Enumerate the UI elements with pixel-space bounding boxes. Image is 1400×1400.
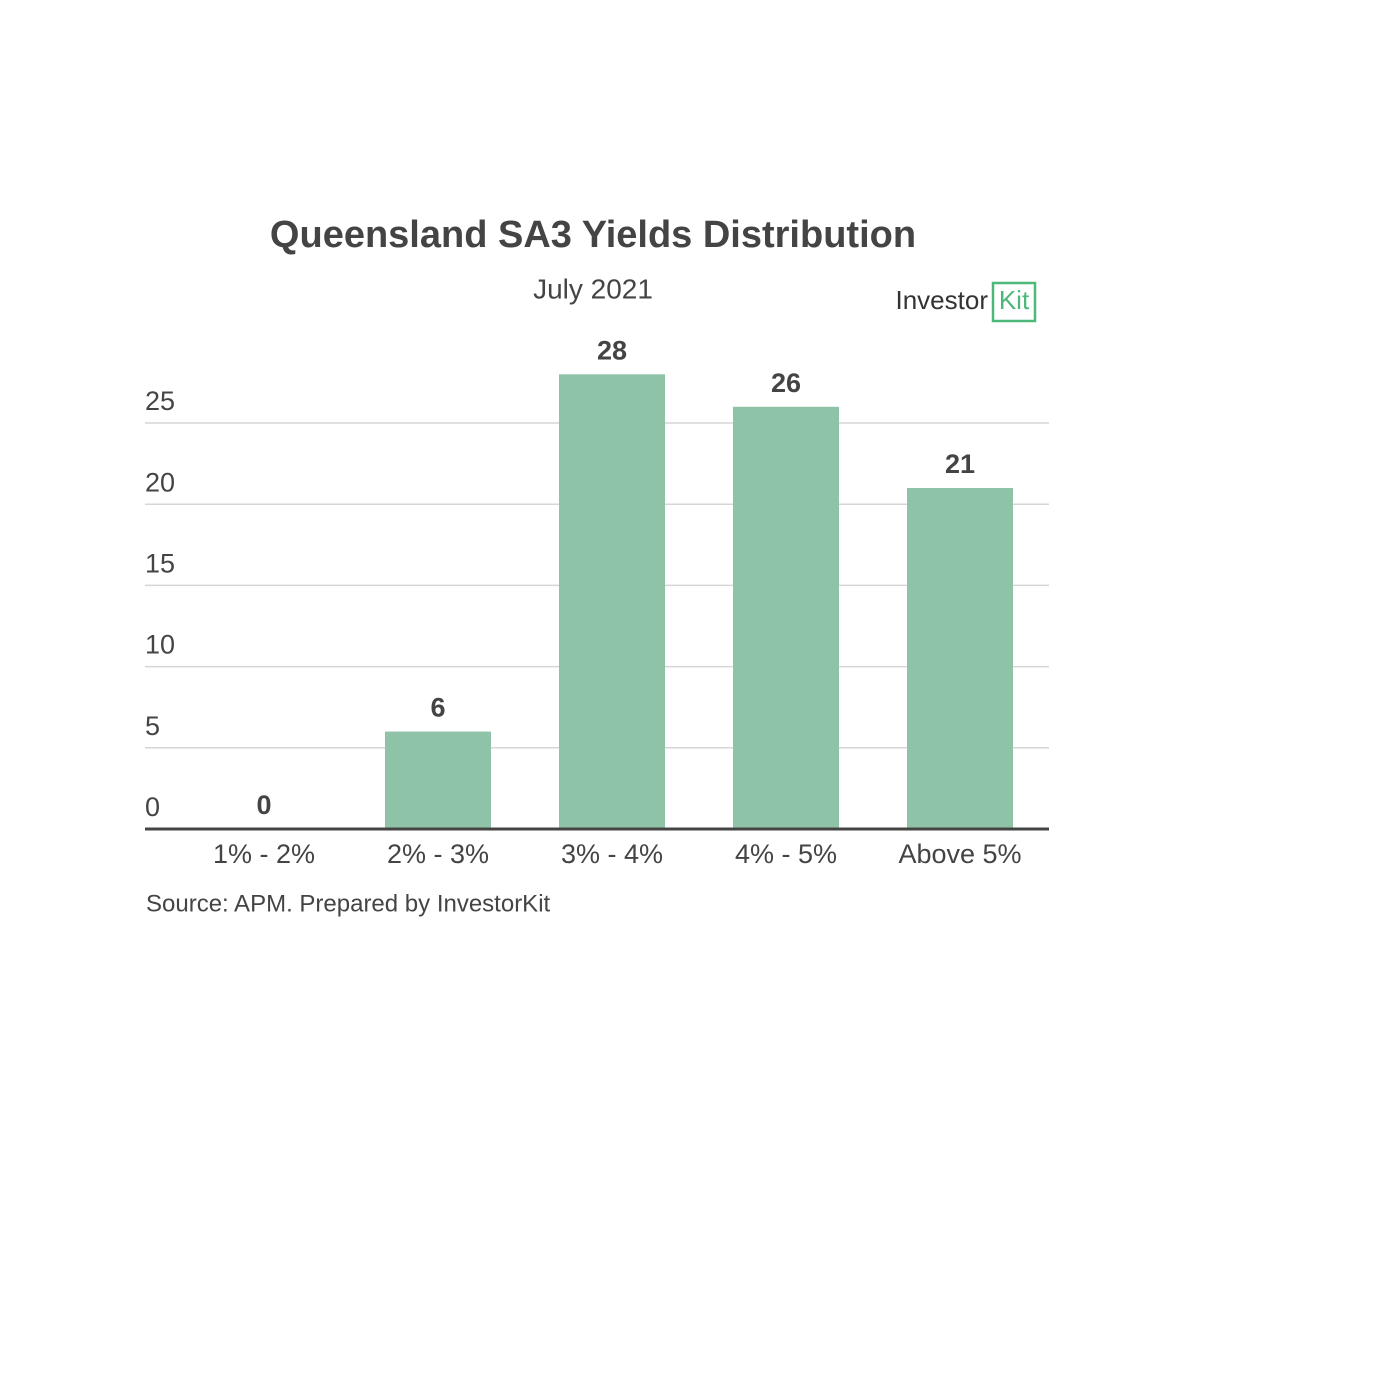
y-tick-label: 15 <box>145 549 175 579</box>
logo: Investor Kit <box>896 281 1037 323</box>
bar <box>733 406 839 829</box>
y-tick-label: 20 <box>145 467 175 497</box>
logo-box <box>991 281 1037 323</box>
value-label: 6 <box>430 693 445 723</box>
logo-text: Investor <box>896 285 989 315</box>
x-tick-label: 4% - 5% <box>735 839 837 869</box>
value-label: 28 <box>597 335 627 365</box>
chart-title: Queensland SA3 Yields Distribution <box>270 214 916 256</box>
bar <box>559 374 665 829</box>
chart-subtitle: July 2021 <box>533 273 653 304</box>
y-tick-label: 0 <box>145 792 160 822</box>
source-note: Source: APM. Prepared by InvestorKit <box>146 890 551 917</box>
x-tick-label: Above 5% <box>898 839 1021 869</box>
y-tick-label: 5 <box>145 711 160 741</box>
logo-highlight: Kit <box>999 285 1030 315</box>
y-tick-label: 10 <box>145 630 175 660</box>
value-label: 21 <box>945 449 975 479</box>
value-label: 26 <box>771 368 801 398</box>
bar <box>907 487 1013 829</box>
x-tick-label: 3% - 4% <box>561 839 663 869</box>
bar <box>385 731 491 829</box>
y-tick-label: 25 <box>145 386 175 416</box>
x-tick-label: 1% - 2% <box>213 839 315 869</box>
x-tick-label: 2% - 3% <box>387 839 489 869</box>
value-label: 0 <box>256 790 271 820</box>
